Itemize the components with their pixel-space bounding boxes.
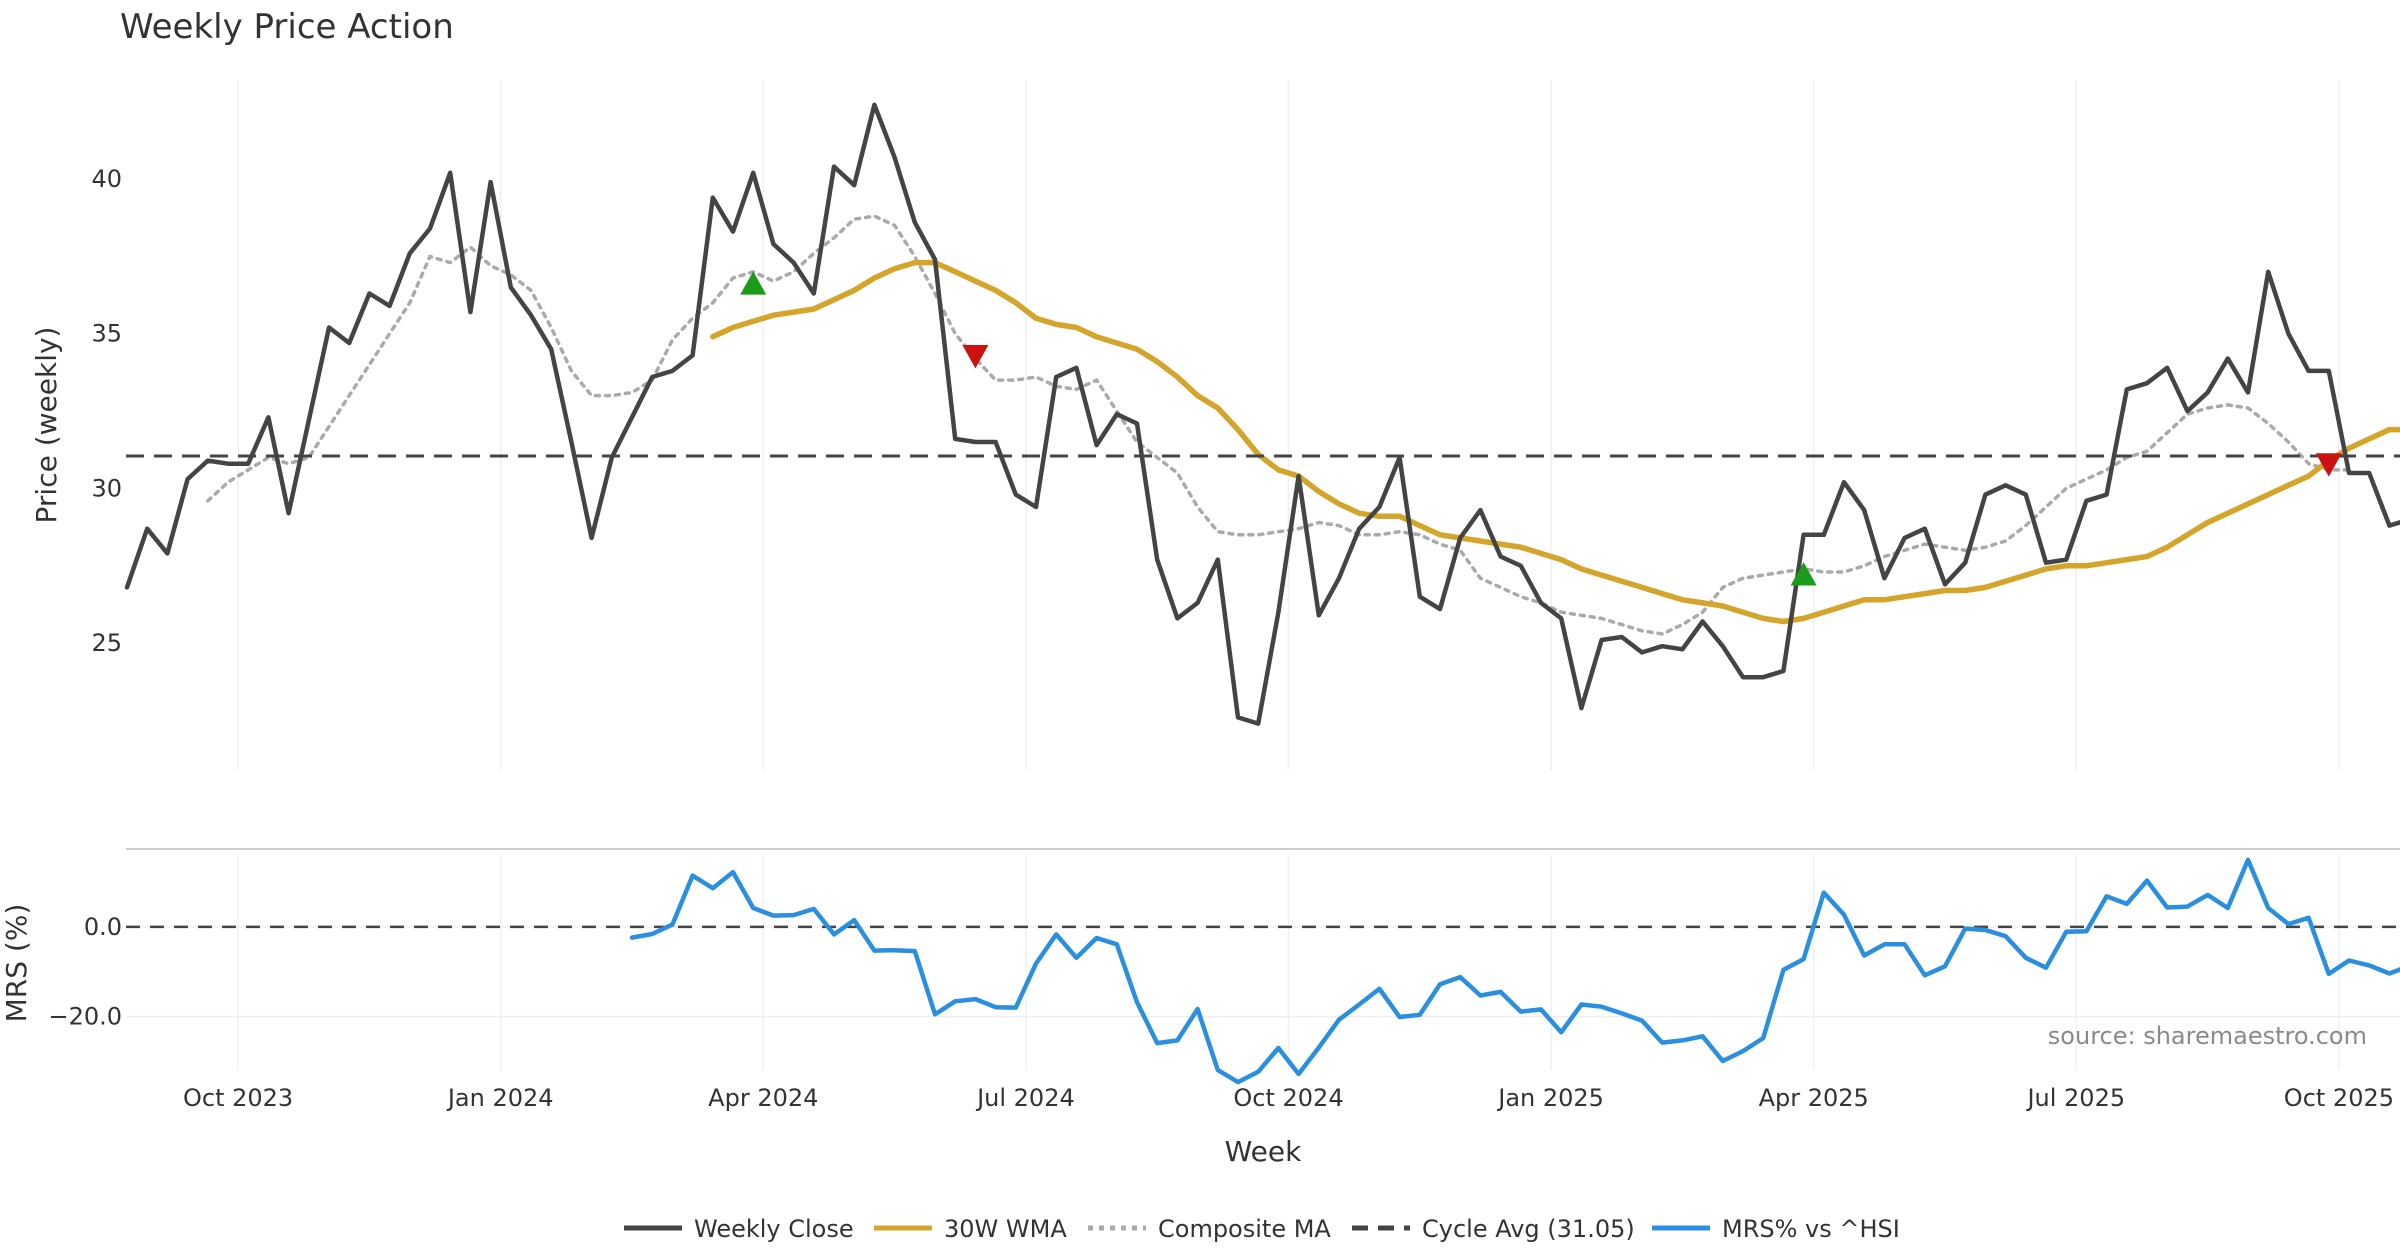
buy-signal-marker [1790, 562, 1817, 586]
mrs-panel-series [126, 857, 2400, 1085]
price-y-tick-label: 25 [91, 629, 122, 657]
sell-signal-marker [2315, 453, 2342, 477]
legend-label: MRS% vs ^HSI [1722, 1215, 1900, 1243]
legend: Weekly Close 30W WMA Composite MA Cycle Avg… [624, 1215, 1900, 1243]
x-tick-label: Apr 2024 [708, 1084, 818, 1112]
x-tick-label: Jan 2025 [1496, 1084, 1604, 1112]
x-axis-ticks: Oct 2023 Jan 2024 Apr 2024 Jul 2024 Oct 2024… [183, 1084, 2394, 1112]
series-composite-ma [206, 214, 2351, 636]
legend-label: Cycle Avg (31.05) [1422, 1215, 1635, 1243]
price-panel-series [124, 102, 2400, 726]
x-tick-label: Jul 2024 [975, 1084, 1075, 1112]
mrs-y-tick-label: −20.0 [48, 1003, 122, 1031]
sell-signal-marker [962, 344, 989, 369]
x-tick-label: Oct 2024 [1233, 1084, 1343, 1112]
mrs-panel-y-ticks: −20.0 0.0 [48, 913, 122, 1031]
price-y-tick-label: 40 [91, 165, 122, 193]
x-tick-label: Oct 2023 [183, 1084, 293, 1112]
price-panel-y-label: Price (weekly) [30, 327, 63, 524]
x-tick-label: Jan 2024 [446, 1084, 554, 1112]
chart-title: Weekly Price Action [120, 7, 454, 47]
legend-label: Composite MA [1158, 1215, 1331, 1243]
legend-label: 30W WMA [944, 1215, 1067, 1243]
price-y-tick-label: 30 [91, 474, 122, 502]
x-tick-label: Jul 2025 [2025, 1084, 2125, 1112]
series-mrs-vs-hsi [629, 857, 2400, 1085]
series-30w-wma [710, 259, 2400, 625]
mrs-y-tick-label: 0.0 [84, 913, 122, 941]
price-panel-grid [237, 80, 2340, 770]
source-note: source: sharemaestro.com [2048, 1022, 2367, 1050]
x-tick-label: Apr 2025 [1759, 1084, 1869, 1112]
x-tick-label: Oct 2025 [2284, 1084, 2394, 1112]
series-weekly-close [124, 102, 2400, 726]
x-axis-label: Week [1225, 1135, 1302, 1168]
legend-label: Weekly Close [694, 1215, 854, 1243]
price-panel-y-ticks: 25 30 35 40 [91, 165, 122, 657]
buy-signal-marker [740, 271, 767, 295]
mrs-panel-y-label: MRS (%) [0, 904, 33, 1023]
price-y-tick-label: 35 [91, 320, 122, 348]
